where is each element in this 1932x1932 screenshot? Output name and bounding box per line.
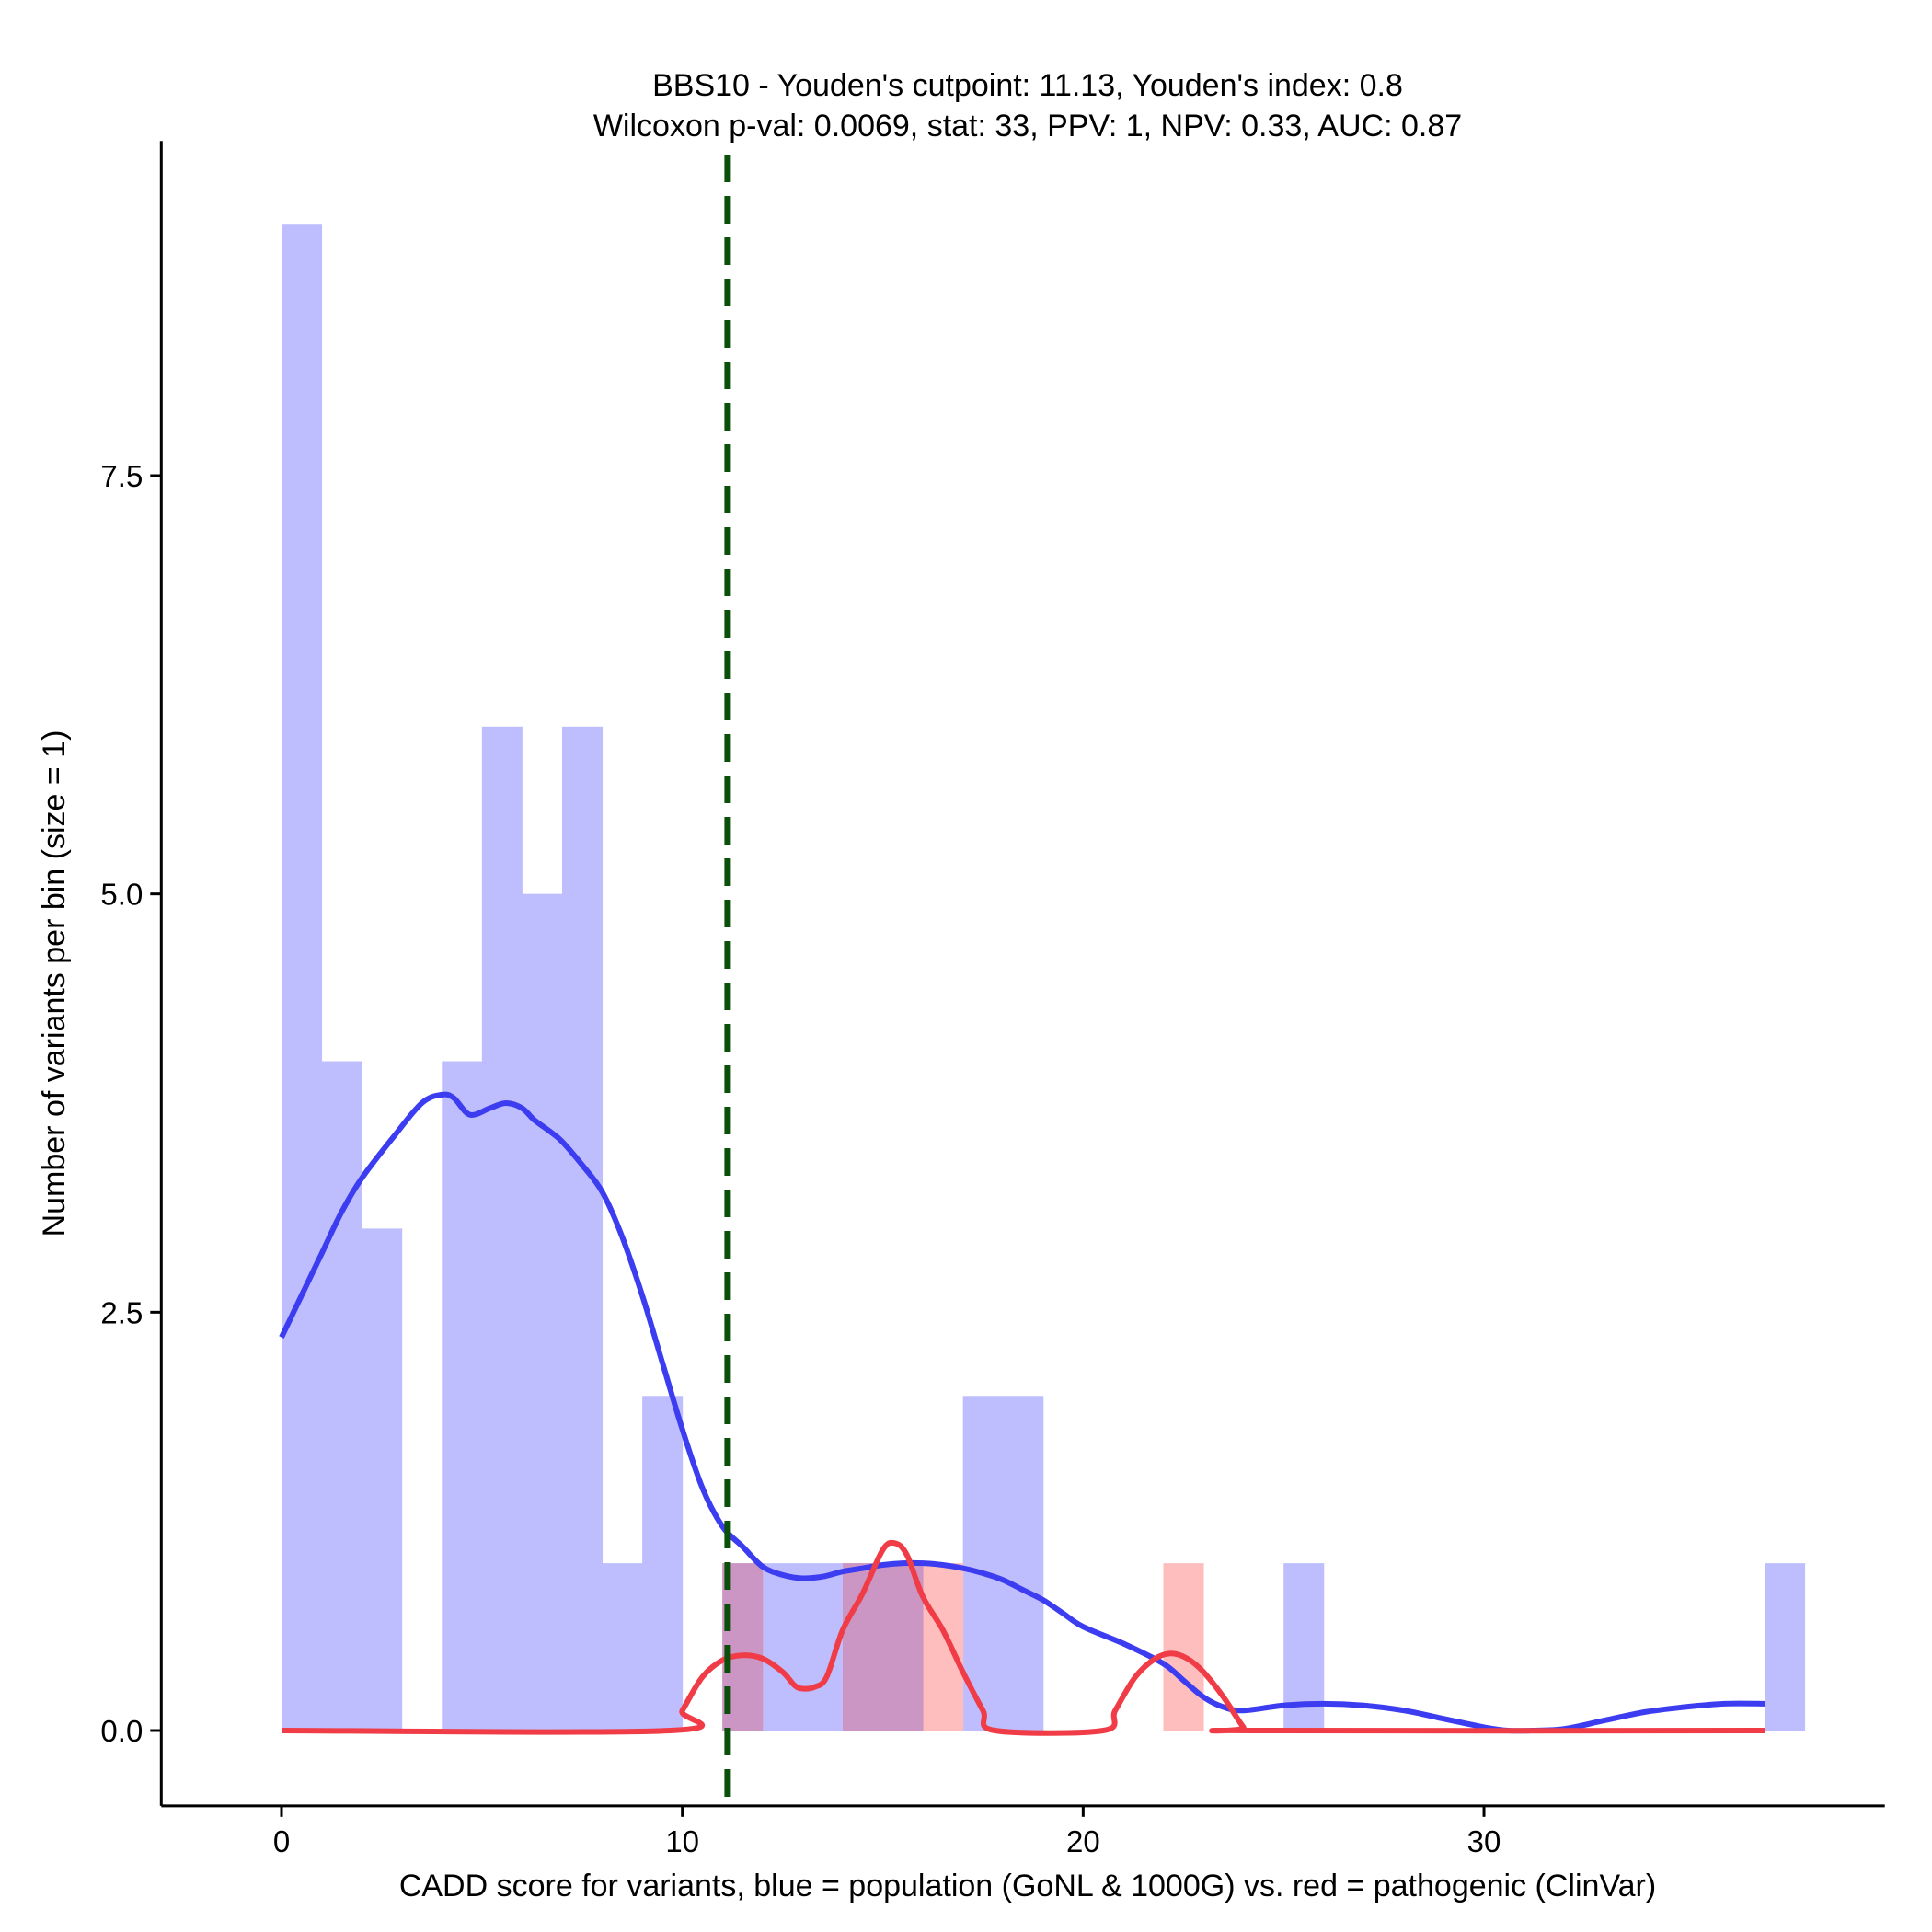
population-bar	[962, 1396, 1004, 1731]
population-bar	[762, 1563, 803, 1731]
population-bar	[481, 726, 523, 1731]
population-density-line	[279, 1091, 1765, 1734]
y-axis-ticks: 0.0 2.5 5.0 7.5	[100, 459, 162, 1748]
x-axis-label: CADD score for variants, blue = populati…	[399, 1869, 1656, 1903]
y-tick-label: 5.0	[100, 878, 143, 912]
pathogenic-bar	[923, 1563, 964, 1731]
x-tick-label: 10	[665, 1824, 699, 1858]
pathogenic-bar	[1163, 1563, 1204, 1731]
population-bar	[561, 726, 604, 1731]
x-tick-label: 30	[1467, 1824, 1501, 1858]
y-tick-label: 7.5	[100, 459, 143, 493]
population-bars	[282, 224, 1806, 1731]
population-bar	[362, 1228, 403, 1731]
y-tick-label: 2.5	[100, 1295, 143, 1329]
population-bar	[1765, 1563, 1806, 1731]
x-axis-ticks: 0 10 20 30	[273, 1805, 1501, 1858]
y-axis-label: Number of variants per bin (size = 1)	[37, 730, 72, 1237]
population-bar	[321, 1061, 362, 1731]
population-bar	[442, 1061, 483, 1731]
y-tick-label: 0.0	[100, 1714, 143, 1748]
population-bar	[522, 893, 563, 1731]
overlap-bar	[882, 1563, 924, 1731]
chart-subtitle: Wilcoxon p-val: 0.0069, stat: 33, PPV: 1…	[593, 109, 1462, 144]
chart-title: BBS10 - Youden's cutpoint: 11.13, Youden…	[652, 68, 1403, 103]
x-tick-label: 20	[1066, 1824, 1100, 1858]
x-tick-label: 0	[273, 1824, 290, 1858]
population-bar	[642, 1396, 684, 1731]
population-bar	[602, 1563, 643, 1731]
population-bar	[282, 224, 323, 1731]
population-bar	[1003, 1396, 1044, 1731]
